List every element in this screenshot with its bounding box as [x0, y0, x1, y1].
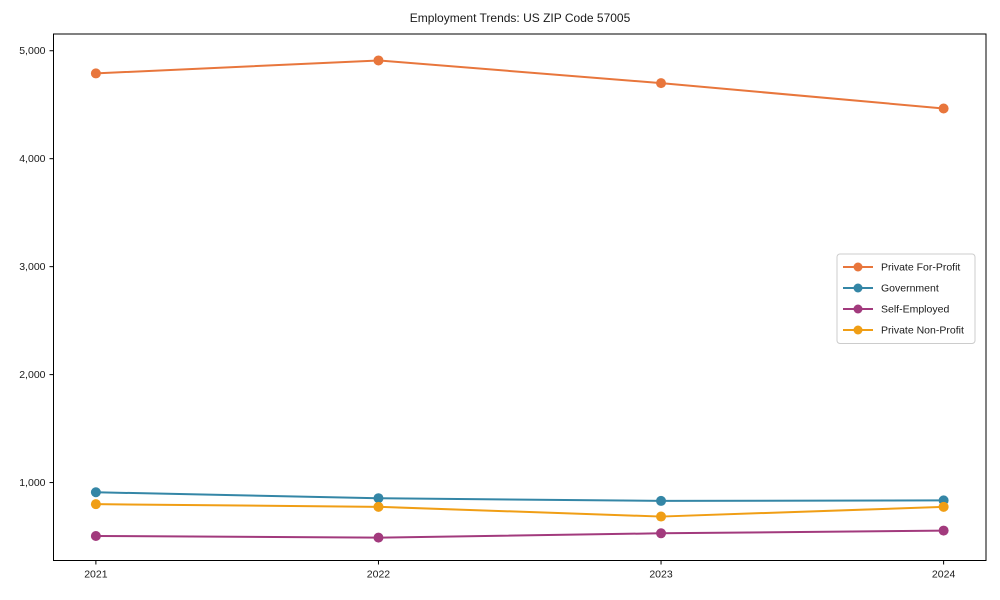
- data-point-private-non-profit-2021: [90, 499, 101, 510]
- axes-spines: [53, 33, 987, 561]
- legend-item-private-for-profit: Private For-Profit: [843, 262, 960, 274]
- data-point-private-for-profit-2024: [938, 103, 949, 114]
- legend-label: Government: [881, 283, 939, 295]
- data-point-self-employed-2021: [90, 530, 101, 541]
- x-tick-label: 2023: [649, 569, 673, 581]
- x-tick-label: 2022: [367, 569, 391, 581]
- series-line-private-non-profit: [94, 503, 945, 518]
- series-group: [90, 55, 949, 543]
- data-point-private-for-profit-2022: [373, 55, 384, 66]
- data-point-private-non-profit-2023: [656, 511, 667, 522]
- plot-frame: [53, 33, 987, 561]
- data-point-private-non-profit-2024: [938, 501, 949, 512]
- legend-label: Private Non-Profit: [881, 325, 964, 337]
- data-point-private-for-profit-2023: [656, 78, 667, 89]
- legend-item-self-employed: Self-Employed: [843, 304, 949, 316]
- data-point-government-2021: [90, 487, 101, 498]
- series-line-government: [94, 491, 945, 502]
- legend-box: [836, 253, 976, 344]
- data-point-self-employed-2022: [373, 532, 384, 543]
- x-tick-label: 2024: [932, 569, 956, 581]
- data-point-government-2022: [373, 493, 384, 504]
- data-point-private-non-profit-2022: [373, 501, 384, 512]
- legend-swatch-dot: [853, 325, 863, 335]
- legend-swatch-dot: [853, 283, 863, 293]
- legend-swatch-dot: [853, 304, 863, 314]
- series-line-self-employed: [94, 529, 945, 539]
- legend: Private For-Profit Government Self-Employe…: [836, 253, 976, 344]
- legend-label: Private For-Profit: [881, 262, 960, 274]
- y-tick-label: 2,000: [19, 369, 45, 381]
- data-point-government-2023: [656, 495, 667, 506]
- data-point-self-employed-2023: [656, 528, 667, 539]
- y-tick-label: 3,000: [19, 261, 45, 273]
- chart-title: Employment Trends: US ZIP Code 57005: [410, 11, 631, 25]
- legend-swatch-dot: [853, 262, 863, 272]
- y-tick-label: 5,000: [19, 45, 45, 57]
- axes-ticks: 1,000 2,000 3,000 4,000 5,000 2021 2022 2023 202…: [19, 45, 955, 580]
- y-tick-label: 1,000: [19, 477, 45, 489]
- legend-item-private-non-profit: Private Non-Profit: [843, 325, 964, 337]
- series-line-private-for-profit: [94, 59, 945, 110]
- legend-item-government: Government: [843, 283, 939, 295]
- data-point-private-for-profit-2021: [90, 68, 101, 79]
- y-tick-label: 4,000: [19, 153, 45, 165]
- legend-label: Self-Employed: [881, 304, 949, 316]
- x-tick-label: 2021: [84, 569, 108, 581]
- data-point-self-employed-2024: [938, 525, 949, 536]
